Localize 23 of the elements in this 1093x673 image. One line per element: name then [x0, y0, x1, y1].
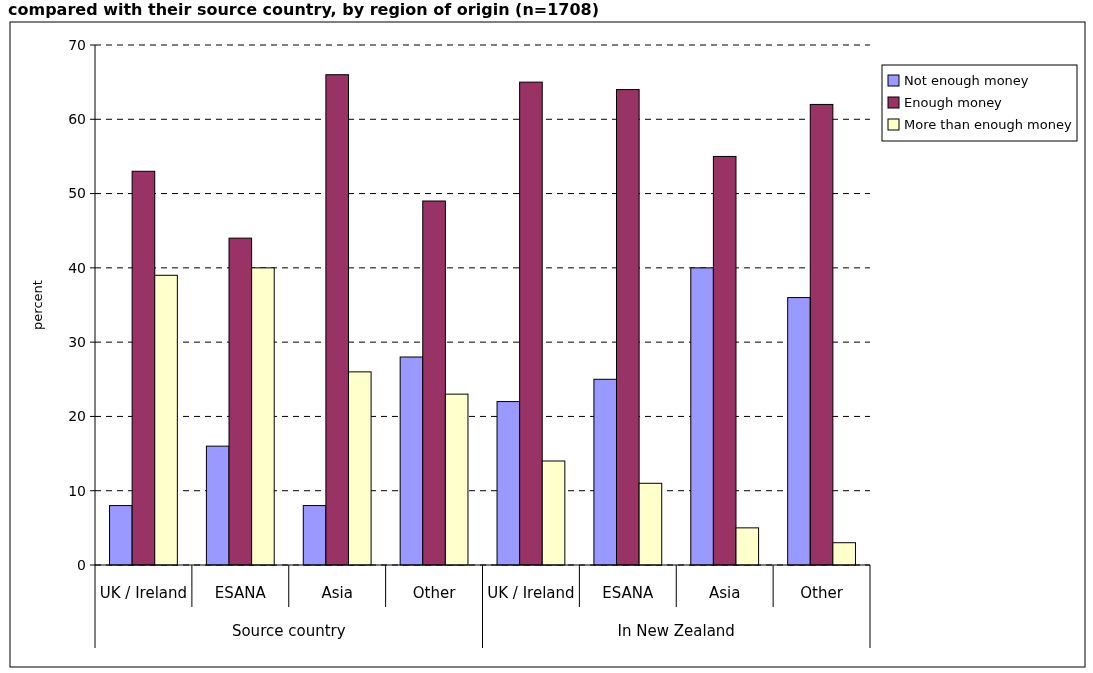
x-tick-label: Asia — [708, 584, 741, 602]
legend-label: Not enough money — [904, 73, 1029, 88]
x-tick-label: Other — [412, 584, 457, 602]
x-tick-label: ESANA — [214, 584, 267, 602]
y-tick-label: 70 — [68, 36, 86, 53]
y-tick-label: 30 — [68, 334, 86, 351]
y-tick-label: 60 — [68, 111, 86, 128]
chart-title: compared with their source country, by region of origin (n=1708) — [8, 0, 600, 19]
x-tick-label: Other — [800, 584, 844, 602]
source-note: Source country — [231, 622, 346, 640]
y-tick-label: 20 — [68, 408, 86, 425]
text: In New Zealand — [617, 622, 735, 640]
y-tick-label: 10 — [68, 482, 86, 499]
x-tick-label: UK / Ireland — [487, 584, 575, 602]
x-tick-label: ESANA — [602, 584, 655, 602]
y-tick-label: 50 — [68, 185, 86, 202]
x-tick-label: UK / Ireland — [99, 584, 188, 602]
y-tick-label: 0 — [77, 556, 86, 573]
y-axis-title: percent — [30, 280, 45, 330]
y-tick-label: 40 — [68, 259, 86, 276]
x-tick-label: Asia — [321, 584, 353, 602]
legend-label: More than enough money — [904, 117, 1072, 132]
legend-label: Enough money — [904, 95, 1003, 110]
